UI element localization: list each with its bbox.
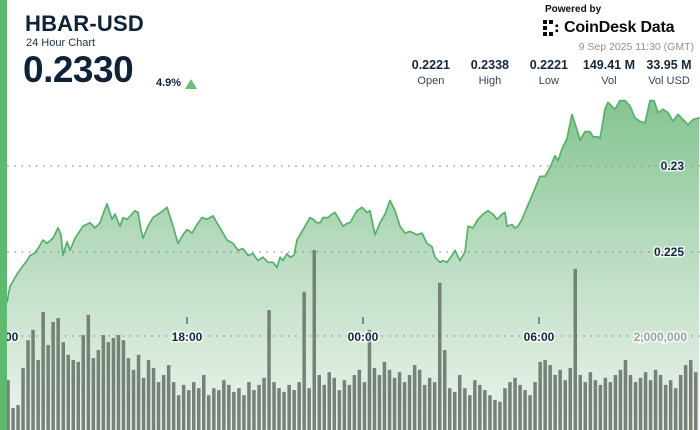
chart-timestamp: 9 Sep 2025 11:30 (GMT) bbox=[578, 41, 694, 53]
stat-volume-value: 149.41 M bbox=[582, 58, 635, 72]
stat-open: 0.2221 Open bbox=[406, 58, 456, 87]
chart-subtitle: 24 Hour Chart bbox=[26, 37, 96, 49]
price-line bbox=[6, 99, 700, 303]
stat-open-label: Open bbox=[417, 75, 445, 87]
stat-volume: 149.41 M Vol bbox=[583, 58, 635, 87]
price-area-fill bbox=[7, 100, 699, 430]
stat-open-value: 0.2221 bbox=[411, 58, 450, 72]
powered-by-block: Powered by CoinDesk Data 9 Sep 2025 11:3… bbox=[540, 4, 696, 53]
powered-by-label: Powered by bbox=[545, 4, 602, 15]
svg-text:2,000,000: 2,000,000 bbox=[634, 330, 688, 344]
svg-text:18:00: 18:00 bbox=[172, 330, 203, 344]
current-price: 0.2330 bbox=[23, 49, 134, 90]
svg-text:0.23: 0.23 bbox=[661, 159, 685, 173]
coindesk-logo-icon bbox=[543, 19, 559, 36]
stat-low-label: Low bbox=[538, 75, 559, 87]
change-percent: 4.9% bbox=[156, 77, 182, 89]
ohlcv-stats-row: 0.2221 Open 0.2338 High 0.2221 Low 149.4… bbox=[406, 58, 694, 87]
stat-volume-usd: 33.95 M Vol USD bbox=[644, 58, 694, 87]
stat-low: 0.2221 Low bbox=[524, 58, 574, 87]
stat-high-value: 0.2338 bbox=[470, 58, 509, 72]
stat-high-label: High bbox=[478, 75, 502, 87]
volume-bars bbox=[6, 250, 698, 430]
up-arrow-icon bbox=[185, 79, 197, 89]
stat-volume-usd-value: 33.95 M bbox=[646, 58, 692, 72]
stat-volume-usd-label: Vol USD bbox=[648, 75, 690, 87]
svg-text:06:00: 06:00 bbox=[524, 330, 555, 344]
left-accent-strip bbox=[0, 0, 7, 430]
svg-text:00:00: 00:00 bbox=[348, 330, 379, 344]
stat-high: 0.2338 High bbox=[465, 58, 515, 87]
stat-volume-label: Vol bbox=[601, 75, 617, 87]
page-title-symbol: HBAR-USD bbox=[25, 11, 144, 36]
coindesk-brand-text: CoinDesk Data bbox=[564, 19, 675, 36]
gridlines bbox=[0, 165, 700, 337]
svg-text:0.225: 0.225 bbox=[654, 245, 684, 259]
stat-low-value: 0.2221 bbox=[529, 58, 568, 72]
coindesk-data-logo[interactable]: CoinDesk Data bbox=[543, 19, 696, 37]
